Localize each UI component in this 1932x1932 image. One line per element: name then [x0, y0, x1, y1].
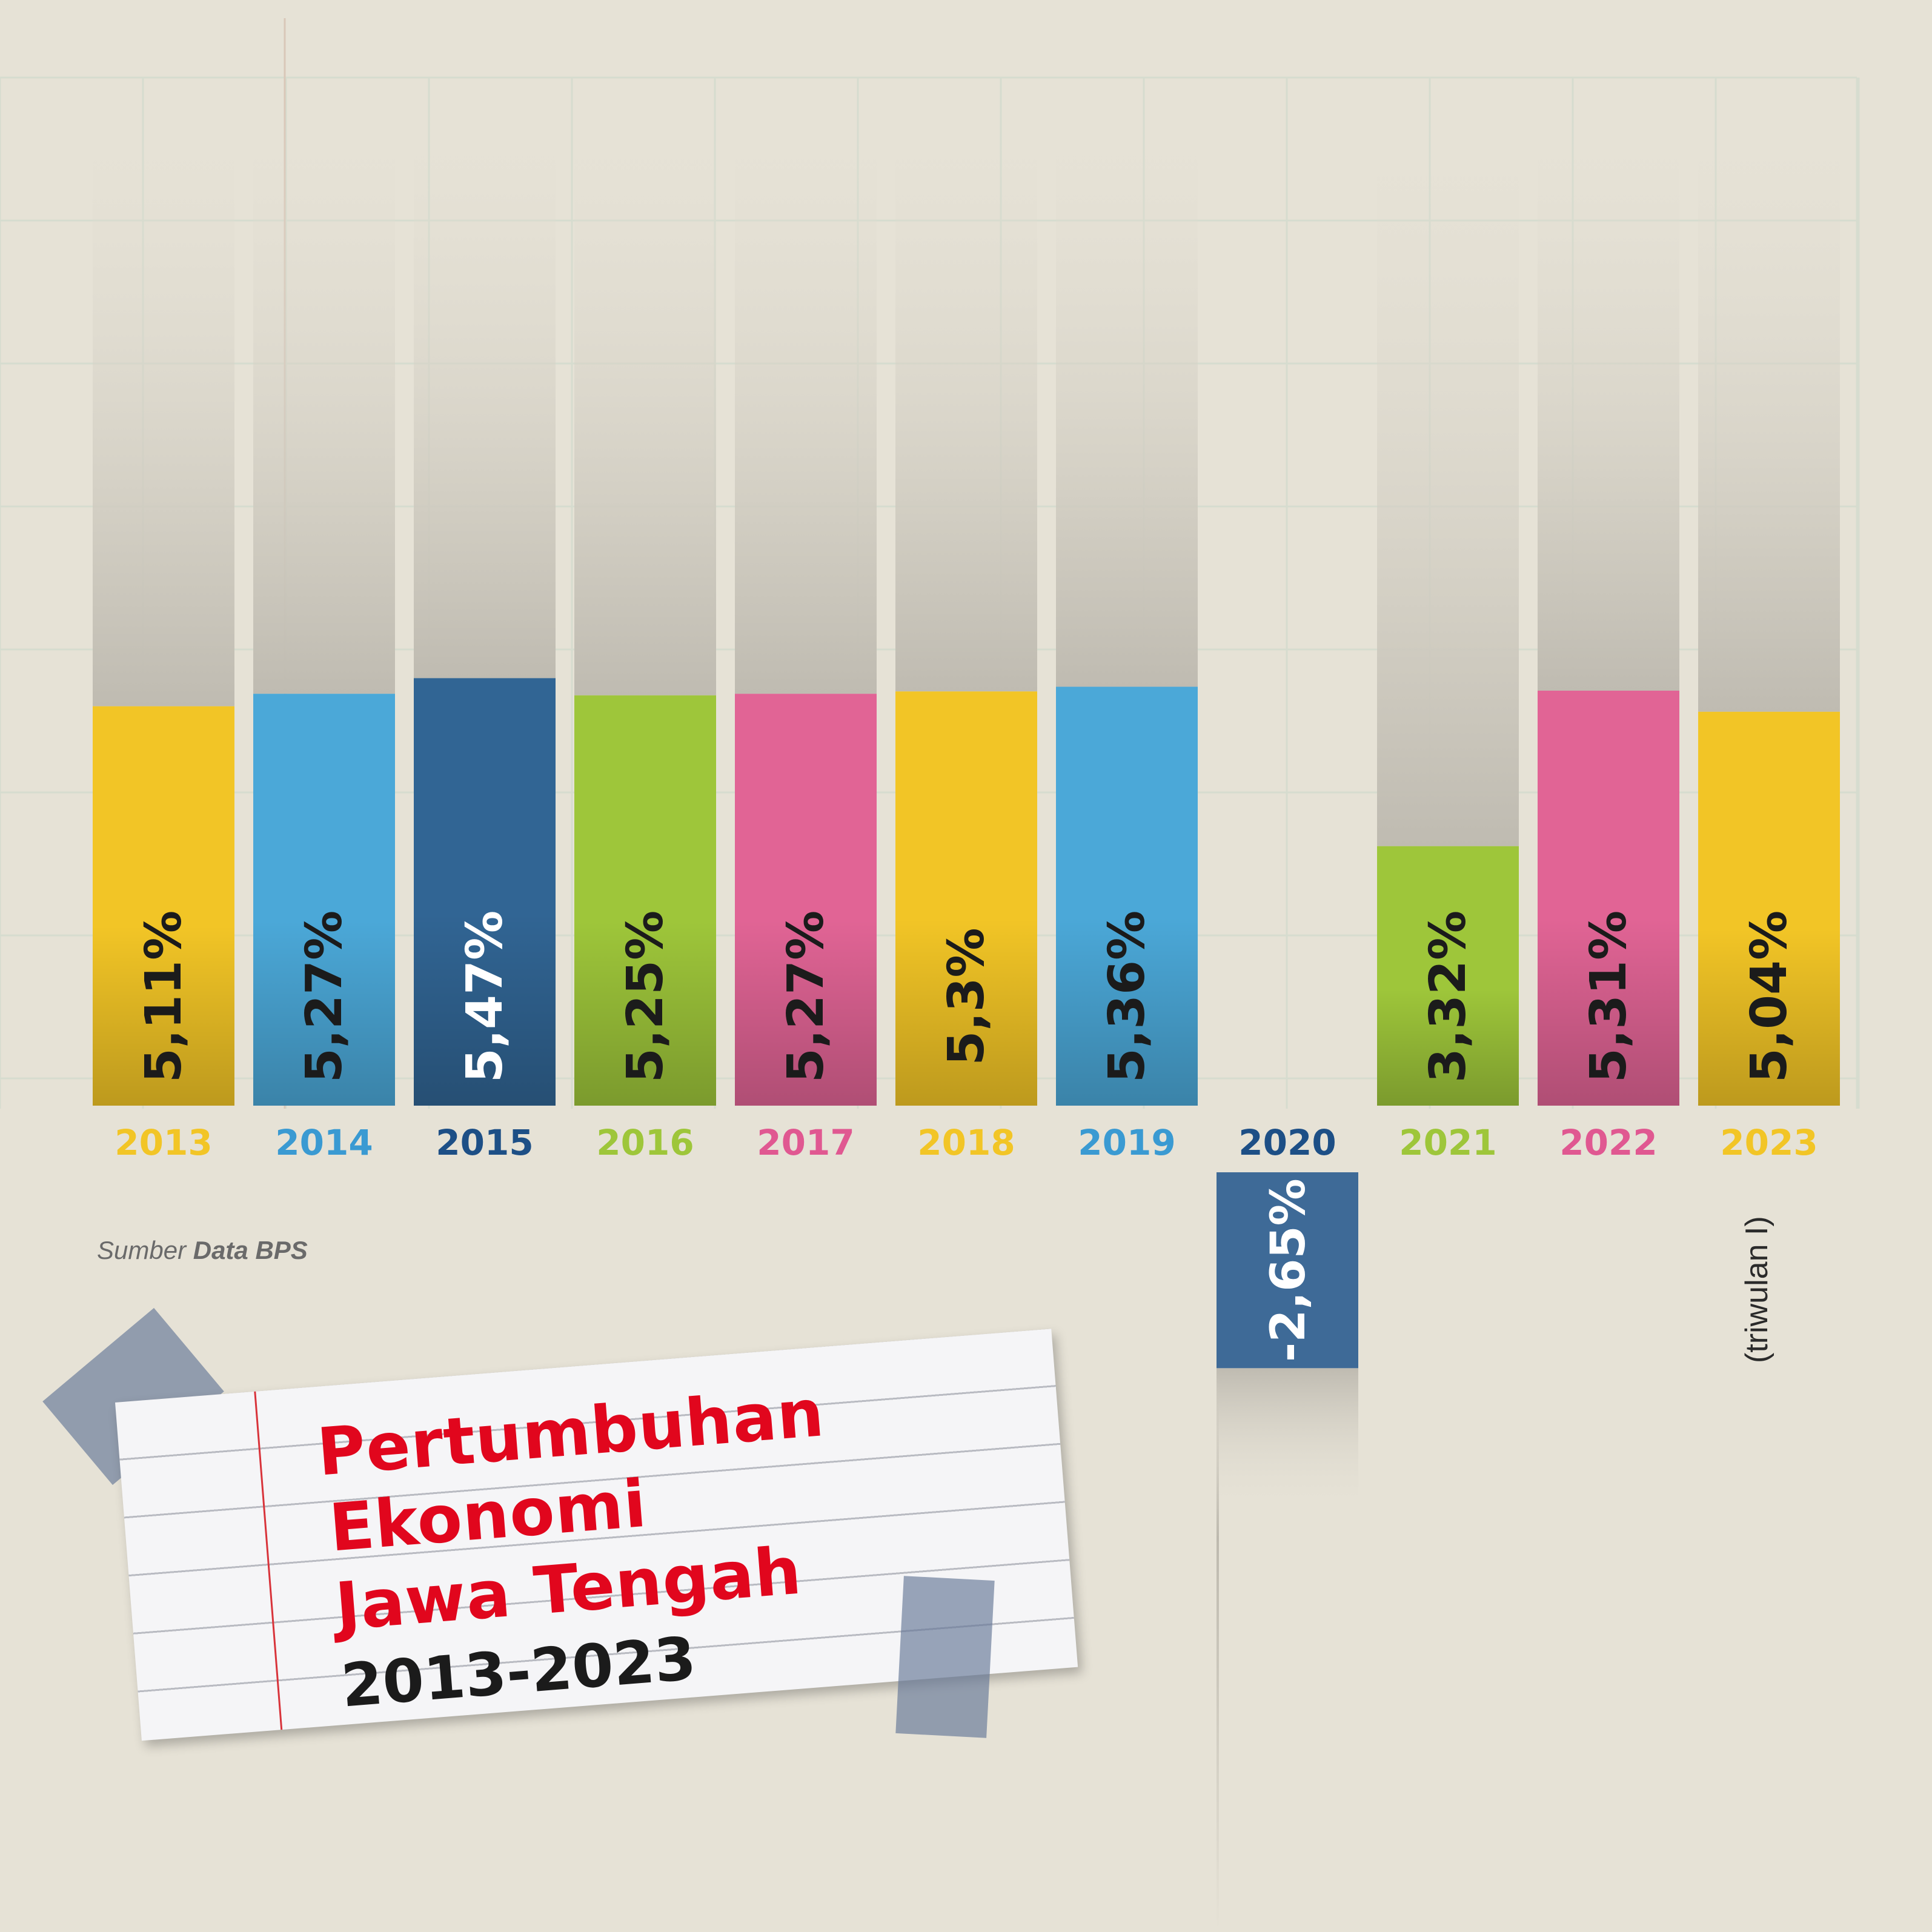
bar-shade	[1698, 711, 1840, 1106]
bar-group: 5,31% 2022	[1538, 91, 1679, 1163]
tape-bottom-right	[895, 1576, 995, 1738]
category-label: 2019	[1078, 1122, 1175, 1163]
category-label: 2014	[275, 1122, 373, 1163]
bar	[1217, 1172, 1358, 1369]
bar-value-label: 5,27%	[296, 911, 353, 1083]
bar-value-label: 5,3%	[938, 928, 995, 1065]
category-label: 2016	[596, 1122, 694, 1163]
bar-shade	[93, 706, 234, 1106]
bar-shadow	[93, 91, 234, 706]
bar-value-label: 5,36%	[1098, 911, 1156, 1083]
bar-value-label: 5,11%	[135, 911, 193, 1083]
bar-value-label: 5,25%	[617, 911, 674, 1083]
bar-group: 5,27% 2014	[253, 91, 395, 1163]
bar-group: 5,11% 2013	[93, 91, 234, 1163]
bar-shade	[253, 694, 395, 1106]
bar-group: 5,27% 2017	[735, 91, 877, 1163]
bar-shade	[735, 694, 877, 1106]
note-margin-line	[254, 1391, 283, 1730]
bar-value-label: -2,65%	[1261, 1178, 1316, 1362]
bar-value-label: 5,31%	[1580, 911, 1638, 1083]
category-label: 2021	[1399, 1122, 1496, 1163]
bar-shadow	[1698, 91, 1840, 712]
bar-shadow	[1538, 91, 1679, 691]
category-label: 2015	[436, 1122, 533, 1163]
bar-shade	[1377, 846, 1519, 1106]
bar-value-label: 3,32%	[1419, 911, 1477, 1083]
bar-value-label: 5,04%	[1741, 911, 1798, 1083]
bar-group: 5,47% 2015	[414, 91, 556, 1163]
category-label: 2020	[1238, 1122, 1336, 1163]
category-label: 2017	[757, 1122, 854, 1163]
bar-shade	[414, 678, 556, 1106]
bar-shadow	[735, 91, 877, 694]
bar-guide	[1217, 1368, 1219, 1932]
triwulan-note: (triwulan I)	[1739, 1216, 1774, 1363]
bar-shade	[574, 695, 716, 1106]
bars-layer: 5,11% 2013 5,27% 2014 5,47% 2015 5,25% 2016 5,27…	[93, 91, 1840, 1932]
bar-group: 5,3% 2018	[895, 91, 1037, 1163]
bar-shadow	[895, 91, 1037, 692]
category-label: 2018	[917, 1122, 1015, 1163]
source-note: Sumber Data BPS	[97, 1236, 308, 1265]
bar-shade	[1538, 691, 1679, 1106]
bar-shadow	[1056, 91, 1198, 687]
bar-group: 5,04% 2023	[1698, 91, 1840, 1163]
category-label: 2022	[1559, 1122, 1657, 1163]
category-label: 2013	[115, 1122, 212, 1163]
bar-group: 3,32% 2021	[1377, 91, 1519, 1163]
bar-shade	[1056, 686, 1198, 1106]
bar-group: 5,25% 2016	[574, 91, 716, 1163]
source-prefix: Sumber	[97, 1236, 187, 1264]
bar-shadow	[574, 91, 716, 695]
category-label: 2023	[1720, 1122, 1817, 1163]
bar-shadow	[414, 91, 556, 679]
bar-value-label: 5,47%	[456, 911, 514, 1083]
bar-group: 5,36% 2019	[1056, 91, 1198, 1163]
bar-value-label: 5,27%	[777, 911, 835, 1083]
bar-shadow	[253, 91, 395, 694]
source-name: Data BPS	[193, 1236, 308, 1264]
bar-group: -2,65% 2020	[1217, 1122, 1358, 1932]
bar-shadow	[1377, 91, 1519, 846]
bar-shade	[895, 691, 1037, 1106]
bar-shadow	[1217, 1368, 1358, 1514]
